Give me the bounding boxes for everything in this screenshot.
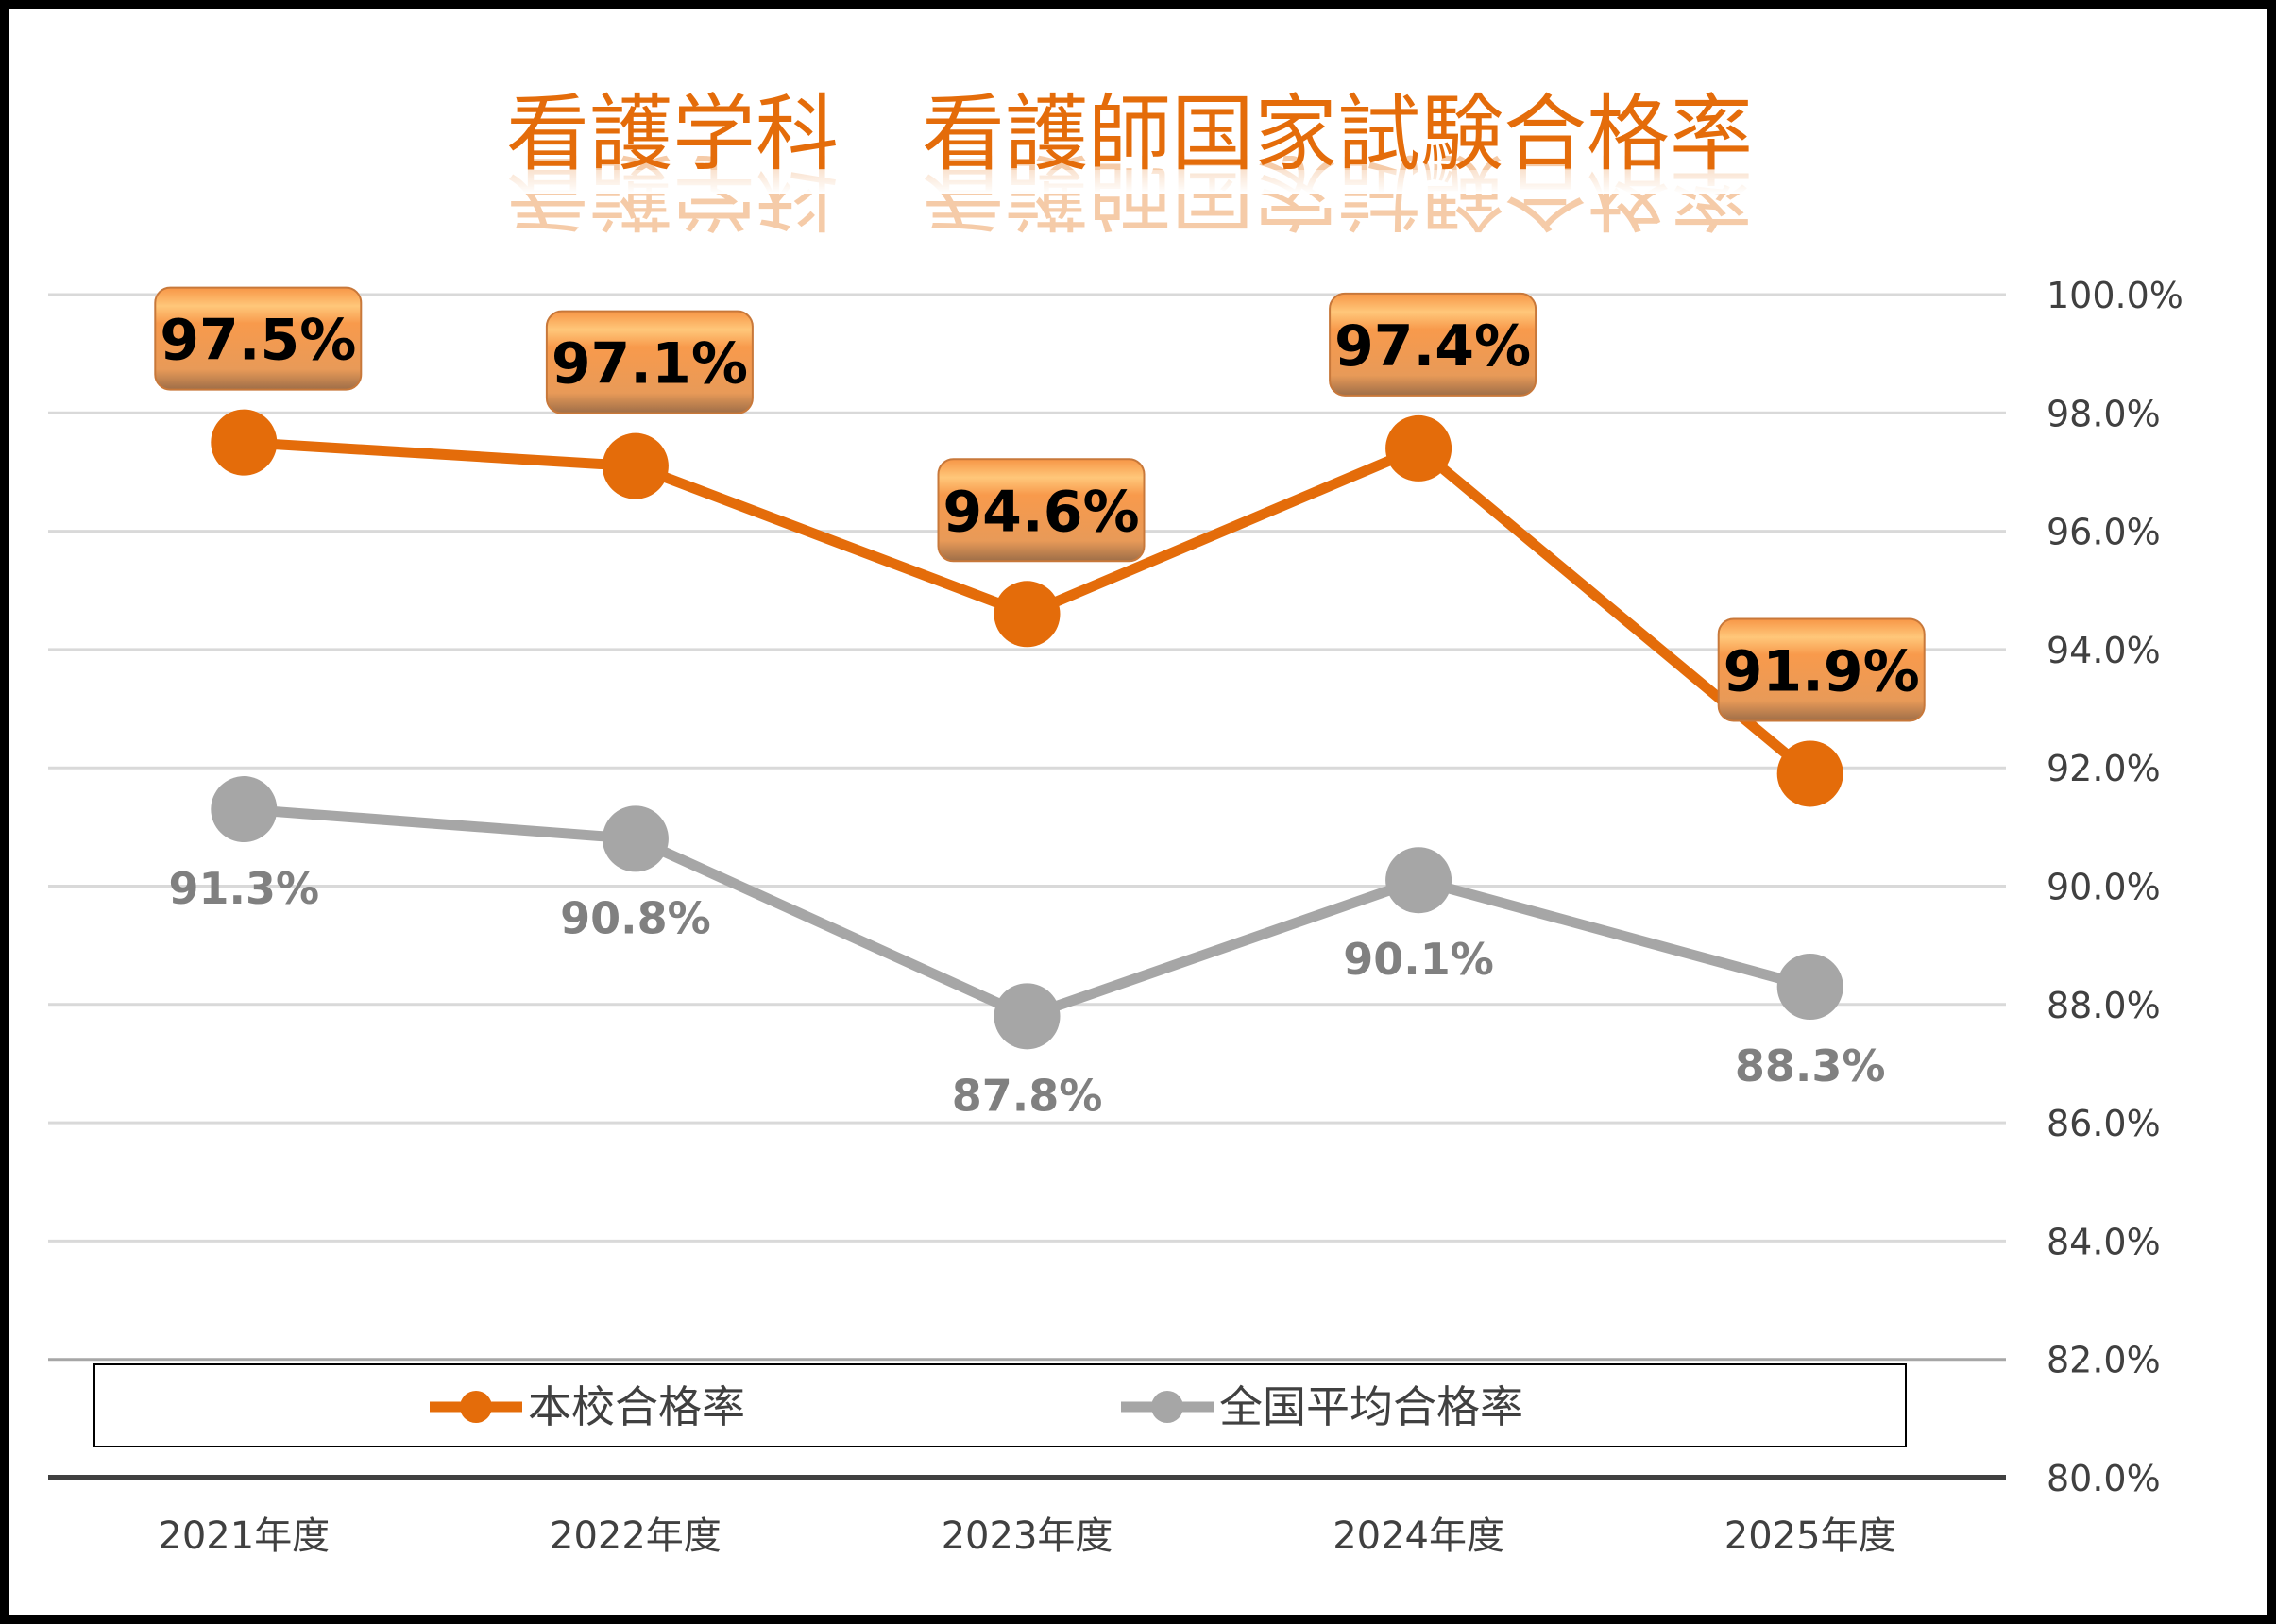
y-tick-label: 100.0% [2047,275,2183,316]
chart-title: 看護学科 看護師国家試験合格率 [506,85,1753,182]
data-label-box [937,458,1146,563]
y-tick-label: 88.0% [2047,985,2161,1026]
legend-item: 全国平均合格率 [1121,1381,1523,1432]
data-label: 87.8% [952,1070,1103,1121]
y-tick-label: 96.0% [2047,512,2161,553]
legend-box [93,1363,1907,1447]
x-tick-label: 2022年度 [550,1514,722,1558]
y-tick-label: 82.0% [2047,1340,2161,1381]
data-label-box [545,310,754,414]
legend: 本校合格率 全国平均合格率 [93,1363,1907,1447]
y-tick-label: 80.0% [2047,1458,2161,1499]
data-label: 88.3% [1735,1040,1886,1091]
series-national [211,776,1843,1050]
data-point [602,432,669,499]
data-point [211,409,278,476]
legend-marker [1151,1391,1183,1423]
data-label: 97.1% [552,331,748,398]
y-tick-label: 92.0% [2047,748,2161,789]
data-point [1776,740,1843,807]
y-tick-label: 86.0% [2047,1103,2161,1144]
legend-item: 本校合格率 [430,1381,745,1432]
data-point [994,983,1061,1050]
data-point [994,581,1061,648]
data-label-box [1717,617,1926,722]
data-point [1385,847,1452,914]
legend-label: 全国平均合格率 [1219,1381,1523,1432]
data-label: 97.4% [1334,313,1531,380]
y-tick-label: 98.0% [2047,393,2161,434]
data-label: 90.1% [1343,934,1494,985]
y-tick-label: 84.0% [2047,1221,2161,1262]
x-tick-label: 2024年度 [1333,1514,1504,1558]
x-tick-label: 2021年度 [158,1514,330,1558]
data-label: 91.9% [1724,638,1920,704]
data-point [1776,954,1843,1021]
data-label: 97.5% [160,308,356,374]
data-label-box [154,286,363,391]
x-tick-label: 2023年度 [942,1514,1113,1558]
y-tick-label: 94.0% [2047,630,2161,671]
legend-marker [460,1391,492,1423]
series-school [211,409,1843,807]
y-tick-label: 90.0% [2047,867,2161,908]
data-label: 90.8% [560,892,711,943]
data-point [1385,414,1452,482]
data-point [602,805,669,872]
data-point [211,776,278,843]
data-label: 91.3% [169,863,320,914]
x-tick-label: 2025年度 [1724,1514,1896,1558]
legend-label: 本校合格率 [528,1381,745,1432]
data-label: 94.6% [943,479,1139,545]
data-label-box [1329,292,1537,397]
